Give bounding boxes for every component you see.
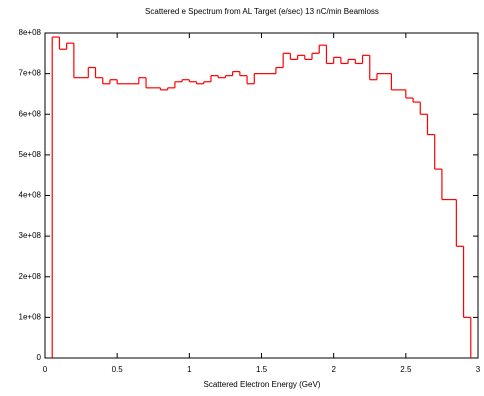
y-tick-label: 0 — [37, 353, 42, 362]
y-tick-label: 1e+08 — [19, 312, 42, 321]
x-tick-label: 0 — [43, 365, 48, 374]
x-tick-label: 2.5 — [400, 365, 412, 374]
y-tick-label: 4e+08 — [19, 191, 42, 200]
chart-title: Scattered e Spectrum from AL Target (e/s… — [145, 7, 379, 16]
y-tick-label: 5e+08 — [19, 150, 42, 159]
y-tick-label: 6e+08 — [19, 109, 42, 118]
x-tick-label: 1 — [187, 365, 192, 374]
x-axis-label: Scattered Electron Energy (GeV) — [204, 380, 321, 389]
y-tick-label: 7e+08 — [19, 69, 42, 78]
x-tick-label: 3 — [476, 365, 481, 374]
x-tick-label: 0.5 — [112, 365, 124, 374]
x-tick-label: 1.5 — [256, 365, 268, 374]
y-tick-label: 8e+08 — [19, 28, 42, 37]
y-tick-label: 3e+08 — [19, 231, 42, 240]
x-tick-label: 2 — [331, 365, 336, 374]
y-tick-label: 2e+08 — [19, 272, 42, 281]
